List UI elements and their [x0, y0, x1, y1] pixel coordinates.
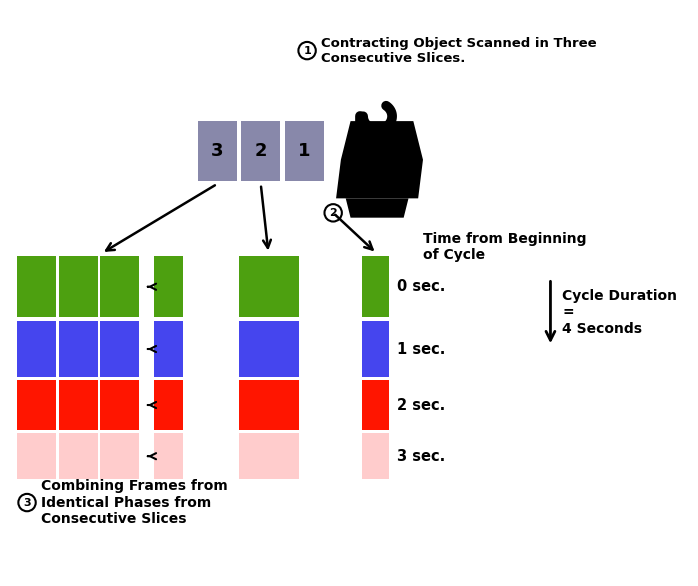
Bar	[362, 380, 389, 430]
Text: 3: 3	[23, 498, 31, 507]
Bar	[17, 380, 56, 430]
Text: 3: 3	[211, 142, 223, 160]
Bar	[239, 380, 299, 430]
Bar	[239, 433, 299, 479]
Bar	[154, 256, 182, 317]
Text: Time from Beginning
of Cycle: Time from Beginning of Cycle	[423, 231, 586, 262]
Bar	[154, 321, 182, 377]
Text: 1 sec.: 1 sec.	[397, 342, 445, 356]
Text: 0 sec.: 0 sec.	[397, 279, 445, 294]
Text: 2: 2	[329, 208, 337, 218]
Bar	[101, 321, 139, 377]
Bar	[362, 256, 389, 317]
Bar	[154, 433, 182, 479]
Text: 1: 1	[303, 46, 311, 56]
Bar	[239, 256, 299, 317]
Bar	[59, 380, 98, 430]
Bar	[285, 121, 323, 181]
Bar	[198, 121, 237, 181]
Bar	[59, 321, 98, 377]
Text: Cycle Duration
=
4 Seconds: Cycle Duration = 4 Seconds	[562, 289, 677, 336]
Polygon shape	[346, 198, 408, 217]
Text: 1: 1	[298, 142, 311, 160]
Bar	[239, 321, 299, 377]
Text: 3 sec.: 3 sec.	[397, 449, 445, 464]
Bar	[101, 256, 139, 317]
Bar	[17, 433, 56, 479]
Bar	[59, 433, 98, 479]
Bar	[242, 121, 280, 181]
Polygon shape	[336, 121, 423, 198]
Bar	[362, 433, 389, 479]
Bar	[59, 256, 98, 317]
Text: Combining Frames from
Identical Phases from
Consecutive Slices: Combining Frames from Identical Phases f…	[40, 479, 228, 526]
Bar	[154, 380, 182, 430]
Bar	[17, 256, 56, 317]
Bar	[101, 433, 139, 479]
Bar	[101, 380, 139, 430]
Text: 2 sec.: 2 sec.	[397, 397, 445, 413]
Text: 2: 2	[255, 142, 267, 160]
Bar	[17, 321, 56, 377]
Bar	[362, 321, 389, 377]
Text: Contracting Object Scanned in Three
Consecutive Slices.: Contracting Object Scanned in Three Cons…	[320, 36, 596, 64]
